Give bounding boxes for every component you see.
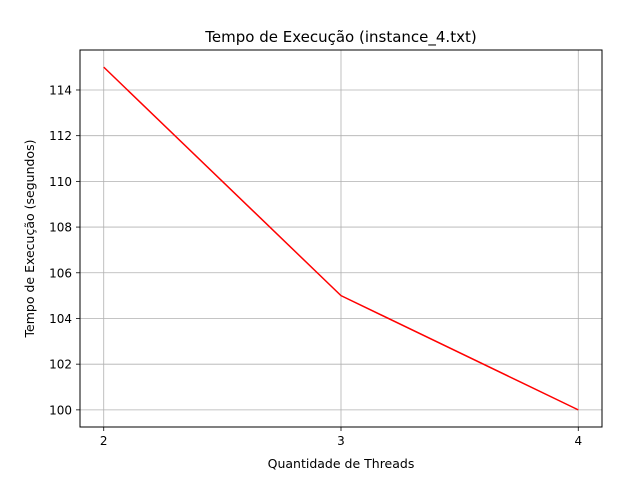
x-tick-label: 4 <box>574 434 582 448</box>
y-axis-ticks: 100 102 104 106 108 110 112 114 <box>49 83 80 417</box>
y-tick-label: 108 <box>49 221 72 235</box>
series-line <box>103 66 579 411</box>
grid-lines <box>80 50 602 427</box>
y-tick-label: 104 <box>49 312 72 326</box>
y-tick-label: 110 <box>49 175 72 189</box>
y-tick-label: 102 <box>49 358 72 372</box>
x-tick-label: 3 <box>337 434 345 448</box>
y-tick-label: 106 <box>49 266 72 280</box>
y-tick-label: 114 <box>49 83 72 97</box>
y-tick-label: 100 <box>49 403 72 417</box>
y-tick-label: 112 <box>49 129 72 143</box>
x-axis-label: Quantidade de Threads <box>268 456 415 471</box>
y-axis-label: Tempo de Execução (segundos) <box>22 140 37 339</box>
series-group <box>103 66 579 411</box>
x-tick-label: 2 <box>100 434 108 448</box>
x-axis-ticks: 2 3 4 <box>100 427 582 448</box>
chart-title: Tempo de Execução (instance_4.txt) <box>204 28 476 47</box>
